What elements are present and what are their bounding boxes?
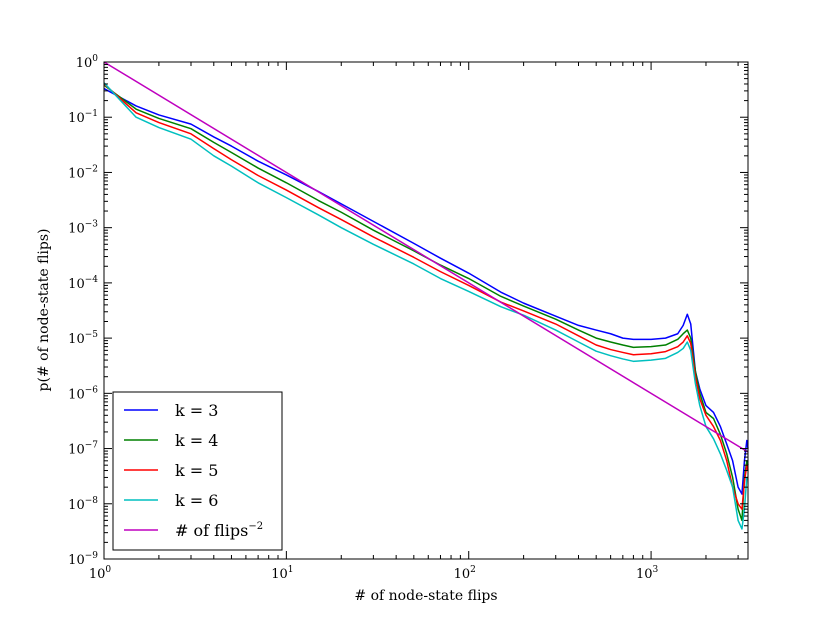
- ticks-layer: 100 101 102 103 100 10−1 10−2 10−3 10−4 10−5 10−6 1…: [68, 54, 748, 582]
- y-tick-label: 10−4: [68, 275, 98, 292]
- x-tick-label: 101: [271, 565, 293, 582]
- legend-box: [112, 391, 283, 551]
- y-tick-label: 10−8: [68, 496, 98, 513]
- legend-label-3: k = 6: [175, 491, 218, 510]
- plot-frame: [103, 61, 749, 560]
- x-tick-label: 100: [89, 565, 112, 582]
- y-tick-label: 10−1: [68, 109, 98, 126]
- x-tick-label: 102: [454, 565, 476, 582]
- y-tick-label: 10−5: [68, 330, 98, 347]
- legend-label-1: k = 4: [175, 431, 218, 450]
- legend: k = 3 k = 4 k = 5 k = 6 # of flips−2: [112, 391, 283, 551]
- y-tick-label: 10−9: [68, 551, 98, 568]
- y-axis-label: p(# of node-state flips): [36, 228, 52, 391]
- series-line-1: [103, 84, 749, 522]
- legend-label-2: k = 5: [175, 461, 218, 480]
- legend-label-4: # of flips−2: [175, 521, 263, 540]
- y-tick-label: 10−3: [68, 220, 98, 237]
- series-layer: [103, 61, 749, 530]
- series-line-3: [103, 82, 748, 530]
- y-tick-label: 10−7: [68, 441, 98, 458]
- y-tick-label: 10−6: [68, 385, 98, 402]
- y-tick-label: 100: [76, 54, 99, 71]
- series-line-4: [103, 61, 749, 453]
- x-axis-label: # of node-state flips: [354, 588, 497, 604]
- series-line-2: [103, 83, 749, 510]
- y-tick-label: 10−2: [68, 164, 98, 181]
- x-tick-label: 103: [636, 565, 659, 582]
- legend-label-0: k = 3: [175, 401, 218, 420]
- series-line-0: [103, 87, 749, 495]
